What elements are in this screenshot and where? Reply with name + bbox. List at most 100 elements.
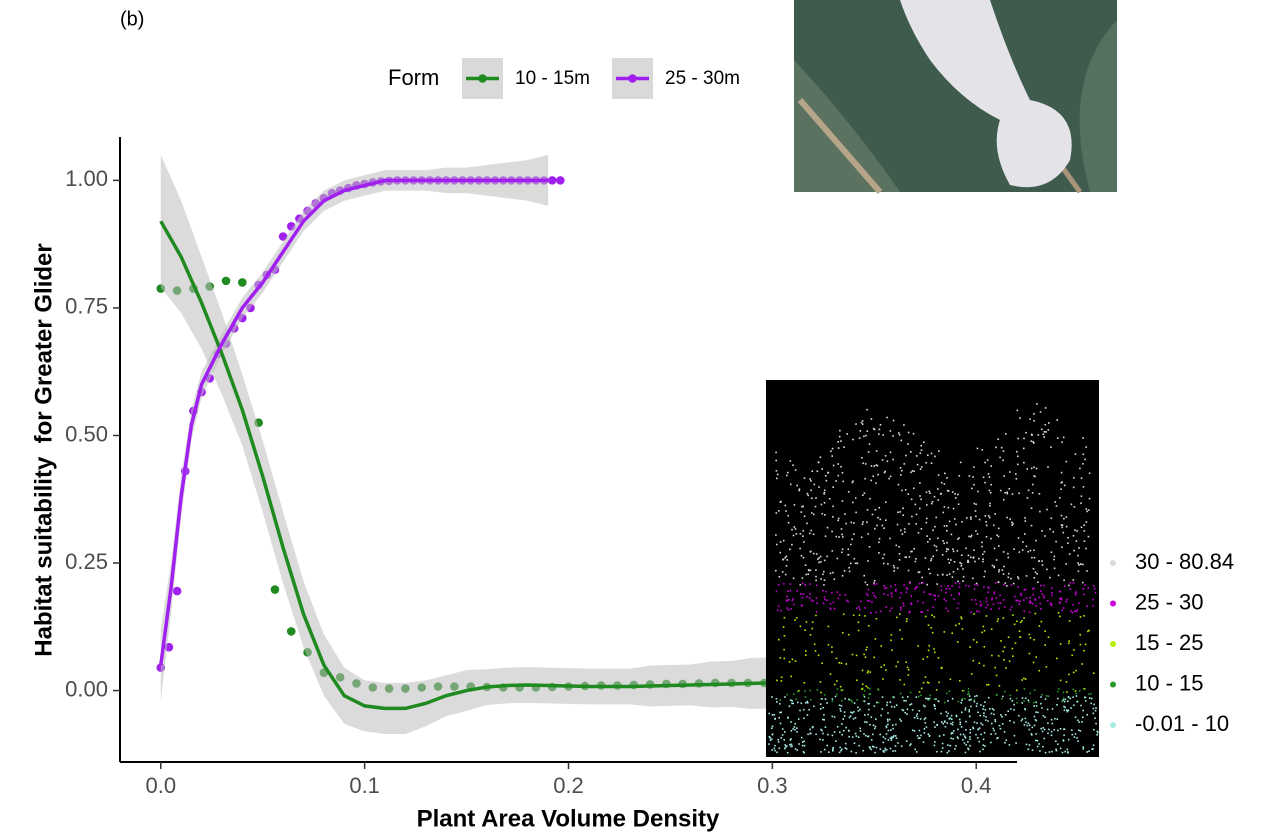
lidar-point xyxy=(984,461,986,464)
lidar-point xyxy=(901,533,904,535)
lidar-point xyxy=(802,750,805,753)
lidar-point xyxy=(911,550,913,553)
lidar-point xyxy=(870,465,873,467)
lidar-point xyxy=(807,733,809,736)
lidar-point xyxy=(1028,701,1030,703)
lidar-point xyxy=(815,497,817,499)
lidar-point xyxy=(1013,548,1015,550)
lidar-point xyxy=(784,556,787,559)
lidar-point xyxy=(844,747,847,749)
lidar-point xyxy=(1001,698,1003,700)
lidar-point xyxy=(1037,434,1040,436)
lidar-point xyxy=(1047,636,1050,638)
lidar-point xyxy=(981,541,983,544)
lidar-point xyxy=(883,751,885,753)
lidar-point xyxy=(783,616,786,619)
lidar-point xyxy=(883,471,886,474)
lidar-point xyxy=(1003,606,1006,608)
lidar-point xyxy=(968,710,970,713)
lidar-point xyxy=(1051,708,1054,710)
lidar-point xyxy=(927,733,930,735)
lidar-point xyxy=(878,433,880,435)
lidar-point xyxy=(875,450,878,452)
lidar-point xyxy=(823,748,826,751)
lidar-point xyxy=(1056,718,1059,720)
lidar-point xyxy=(1090,702,1092,705)
lidar-point xyxy=(978,740,980,743)
lidar-point xyxy=(978,662,981,664)
lidar-point xyxy=(872,592,875,594)
lidar-point xyxy=(960,554,963,556)
lidar-point xyxy=(831,550,834,552)
lidar-point xyxy=(1010,577,1012,580)
lidar-point xyxy=(882,434,884,436)
lidar-point xyxy=(777,738,779,741)
lidar-point xyxy=(893,566,896,569)
lidar-point xyxy=(892,696,894,698)
lidar-point xyxy=(1072,603,1074,606)
lidar-point xyxy=(842,480,844,483)
lidar-point xyxy=(946,715,948,717)
lidar-point xyxy=(1031,556,1033,559)
lidar-point xyxy=(854,732,857,735)
lidar-point xyxy=(999,489,1002,492)
lidar-point xyxy=(910,603,913,605)
lidar-point xyxy=(938,681,940,684)
lidar-point xyxy=(946,525,948,527)
lidar-point xyxy=(807,573,810,575)
lidar-point xyxy=(975,530,977,532)
lidar-point xyxy=(885,733,888,735)
lidar-point xyxy=(934,525,936,528)
lidar-point xyxy=(970,673,973,675)
lidar-point xyxy=(837,597,840,600)
lidar-point xyxy=(908,582,911,584)
lidar-point xyxy=(1059,679,1062,682)
lidar-point xyxy=(909,610,911,613)
lidar-point xyxy=(1063,705,1065,708)
lidar-point xyxy=(979,714,982,717)
lidar-point xyxy=(873,595,875,597)
lidar-point xyxy=(884,587,886,589)
lidar-point xyxy=(802,535,804,537)
lidar-point xyxy=(962,733,965,736)
lidar-point xyxy=(980,603,983,606)
lidar-point xyxy=(821,468,823,470)
lidar-point xyxy=(927,699,930,701)
lidar-point xyxy=(925,462,927,464)
lidar-point xyxy=(1071,611,1074,614)
lidar-point xyxy=(1009,518,1011,520)
lidar-point xyxy=(943,598,946,600)
lidar-point xyxy=(1057,574,1060,577)
lidar-point xyxy=(905,700,907,702)
lidar-point xyxy=(1041,560,1043,562)
lidar-point xyxy=(942,573,944,576)
lidar-point xyxy=(1044,630,1046,632)
lidar-point xyxy=(867,713,869,716)
lidar-point xyxy=(875,718,877,720)
lidar-point xyxy=(1058,688,1060,690)
lidar-point xyxy=(903,683,906,686)
lidar-point xyxy=(1042,745,1044,748)
lidar-point xyxy=(967,559,969,562)
lidar-point xyxy=(1025,743,1028,746)
lidar-point xyxy=(958,586,961,588)
lidar-point xyxy=(865,734,867,737)
y-tick-label: 0.75 xyxy=(65,294,108,319)
lidar-point xyxy=(1061,526,1063,529)
lidar-point xyxy=(831,734,834,737)
lidar-point xyxy=(865,685,867,687)
lidar-point xyxy=(936,724,939,726)
lidar-point xyxy=(1093,728,1095,731)
lidar-point xyxy=(964,697,966,700)
lidar-point xyxy=(892,750,894,752)
lidar-point xyxy=(957,538,959,540)
lidar-point xyxy=(1009,720,1011,722)
lidar-point xyxy=(928,697,931,700)
lidar-point xyxy=(775,698,778,700)
lidar-point xyxy=(1034,612,1037,615)
lidar-point xyxy=(1017,463,1019,466)
lidar-point xyxy=(964,707,967,709)
lidar-point xyxy=(955,624,957,627)
lidar-point xyxy=(805,573,808,576)
lidar-point xyxy=(967,690,970,693)
